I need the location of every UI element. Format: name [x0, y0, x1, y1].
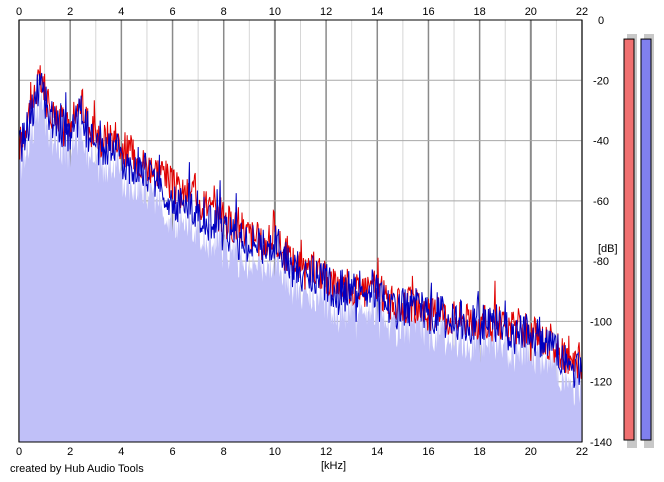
x-axis-bottom-ticks: 0 2 4 6 8 10 12 14 16 18 20 22: [16, 446, 588, 458]
x-tick-label-bottom: 18: [474, 446, 486, 458]
x-tick-label-top: 2: [67, 6, 73, 18]
y-tick-label: -100: [590, 316, 612, 328]
spectrum-fill: [19, 91, 582, 442]
channel-2-trace: [18, 72, 583, 389]
x-tick-label-bottom: 8: [221, 446, 227, 458]
x-tick-label-top: 10: [269, 6, 281, 18]
x-tick-label-top: 0: [16, 6, 22, 18]
x-tick-label-top: 22: [576, 6, 588, 18]
level-meter-bar: [640, 38, 652, 441]
x-tick-label-top: 12: [320, 6, 332, 18]
axes-frame: [18, 19, 583, 443]
x-tick-label-top: 4: [118, 6, 124, 18]
x-tick-label-bottom: 16: [422, 446, 434, 458]
y-tick-label: 0: [598, 15, 604, 27]
x-tick-label-bottom: 12: [320, 446, 332, 458]
plot-frame: [18, 19, 583, 443]
x-tick-label-top: 18: [474, 6, 486, 18]
x-axis-top-ticks: 0 2 4 6 8 10 12 14 16 18 20 22: [16, 6, 588, 18]
level-meter-bar: [623, 38, 635, 441]
level-meters: [623, 34, 654, 448]
y-tick-label: -80: [593, 256, 609, 268]
spectrum-plot: [18, 65, 583, 442]
x-tick-label-bottom: 20: [525, 446, 537, 458]
x-tick-label-bottom: 14: [371, 446, 383, 458]
y-tick-label: -120: [590, 377, 612, 389]
x-tick-label-bottom: 22: [576, 446, 588, 458]
y-tick-label: -60: [593, 196, 609, 208]
x-tick-label-top: 16: [422, 6, 434, 18]
x-tick-label-top: 20: [525, 6, 537, 18]
y-axis-label: [dB]: [598, 243, 618, 255]
y-tick-label: -20: [593, 75, 609, 87]
y-tick-label: -40: [593, 136, 609, 148]
x-tick-label-bottom: 10: [269, 446, 281, 458]
x-axis-label: [kHz]: [321, 460, 346, 472]
x-tick-label-top: 14: [371, 6, 383, 18]
x-tick-label-top: 8: [221, 6, 227, 18]
x-tick-label-bottom: 2: [67, 446, 73, 458]
x-tick-label-bottom: 4: [118, 446, 124, 458]
credit-text: created by Hub Audio Tools: [10, 463, 144, 475]
x-tick-label-top: 6: [169, 6, 175, 18]
x-tick-label-bottom: 0: [16, 446, 22, 458]
y-tick-label: -140: [590, 437, 612, 449]
x-tick-label-bottom: 6: [169, 446, 175, 458]
y-axis-ticks: 0 -20 -40 -60 -80 -100 -120 -140: [590, 15, 612, 449]
